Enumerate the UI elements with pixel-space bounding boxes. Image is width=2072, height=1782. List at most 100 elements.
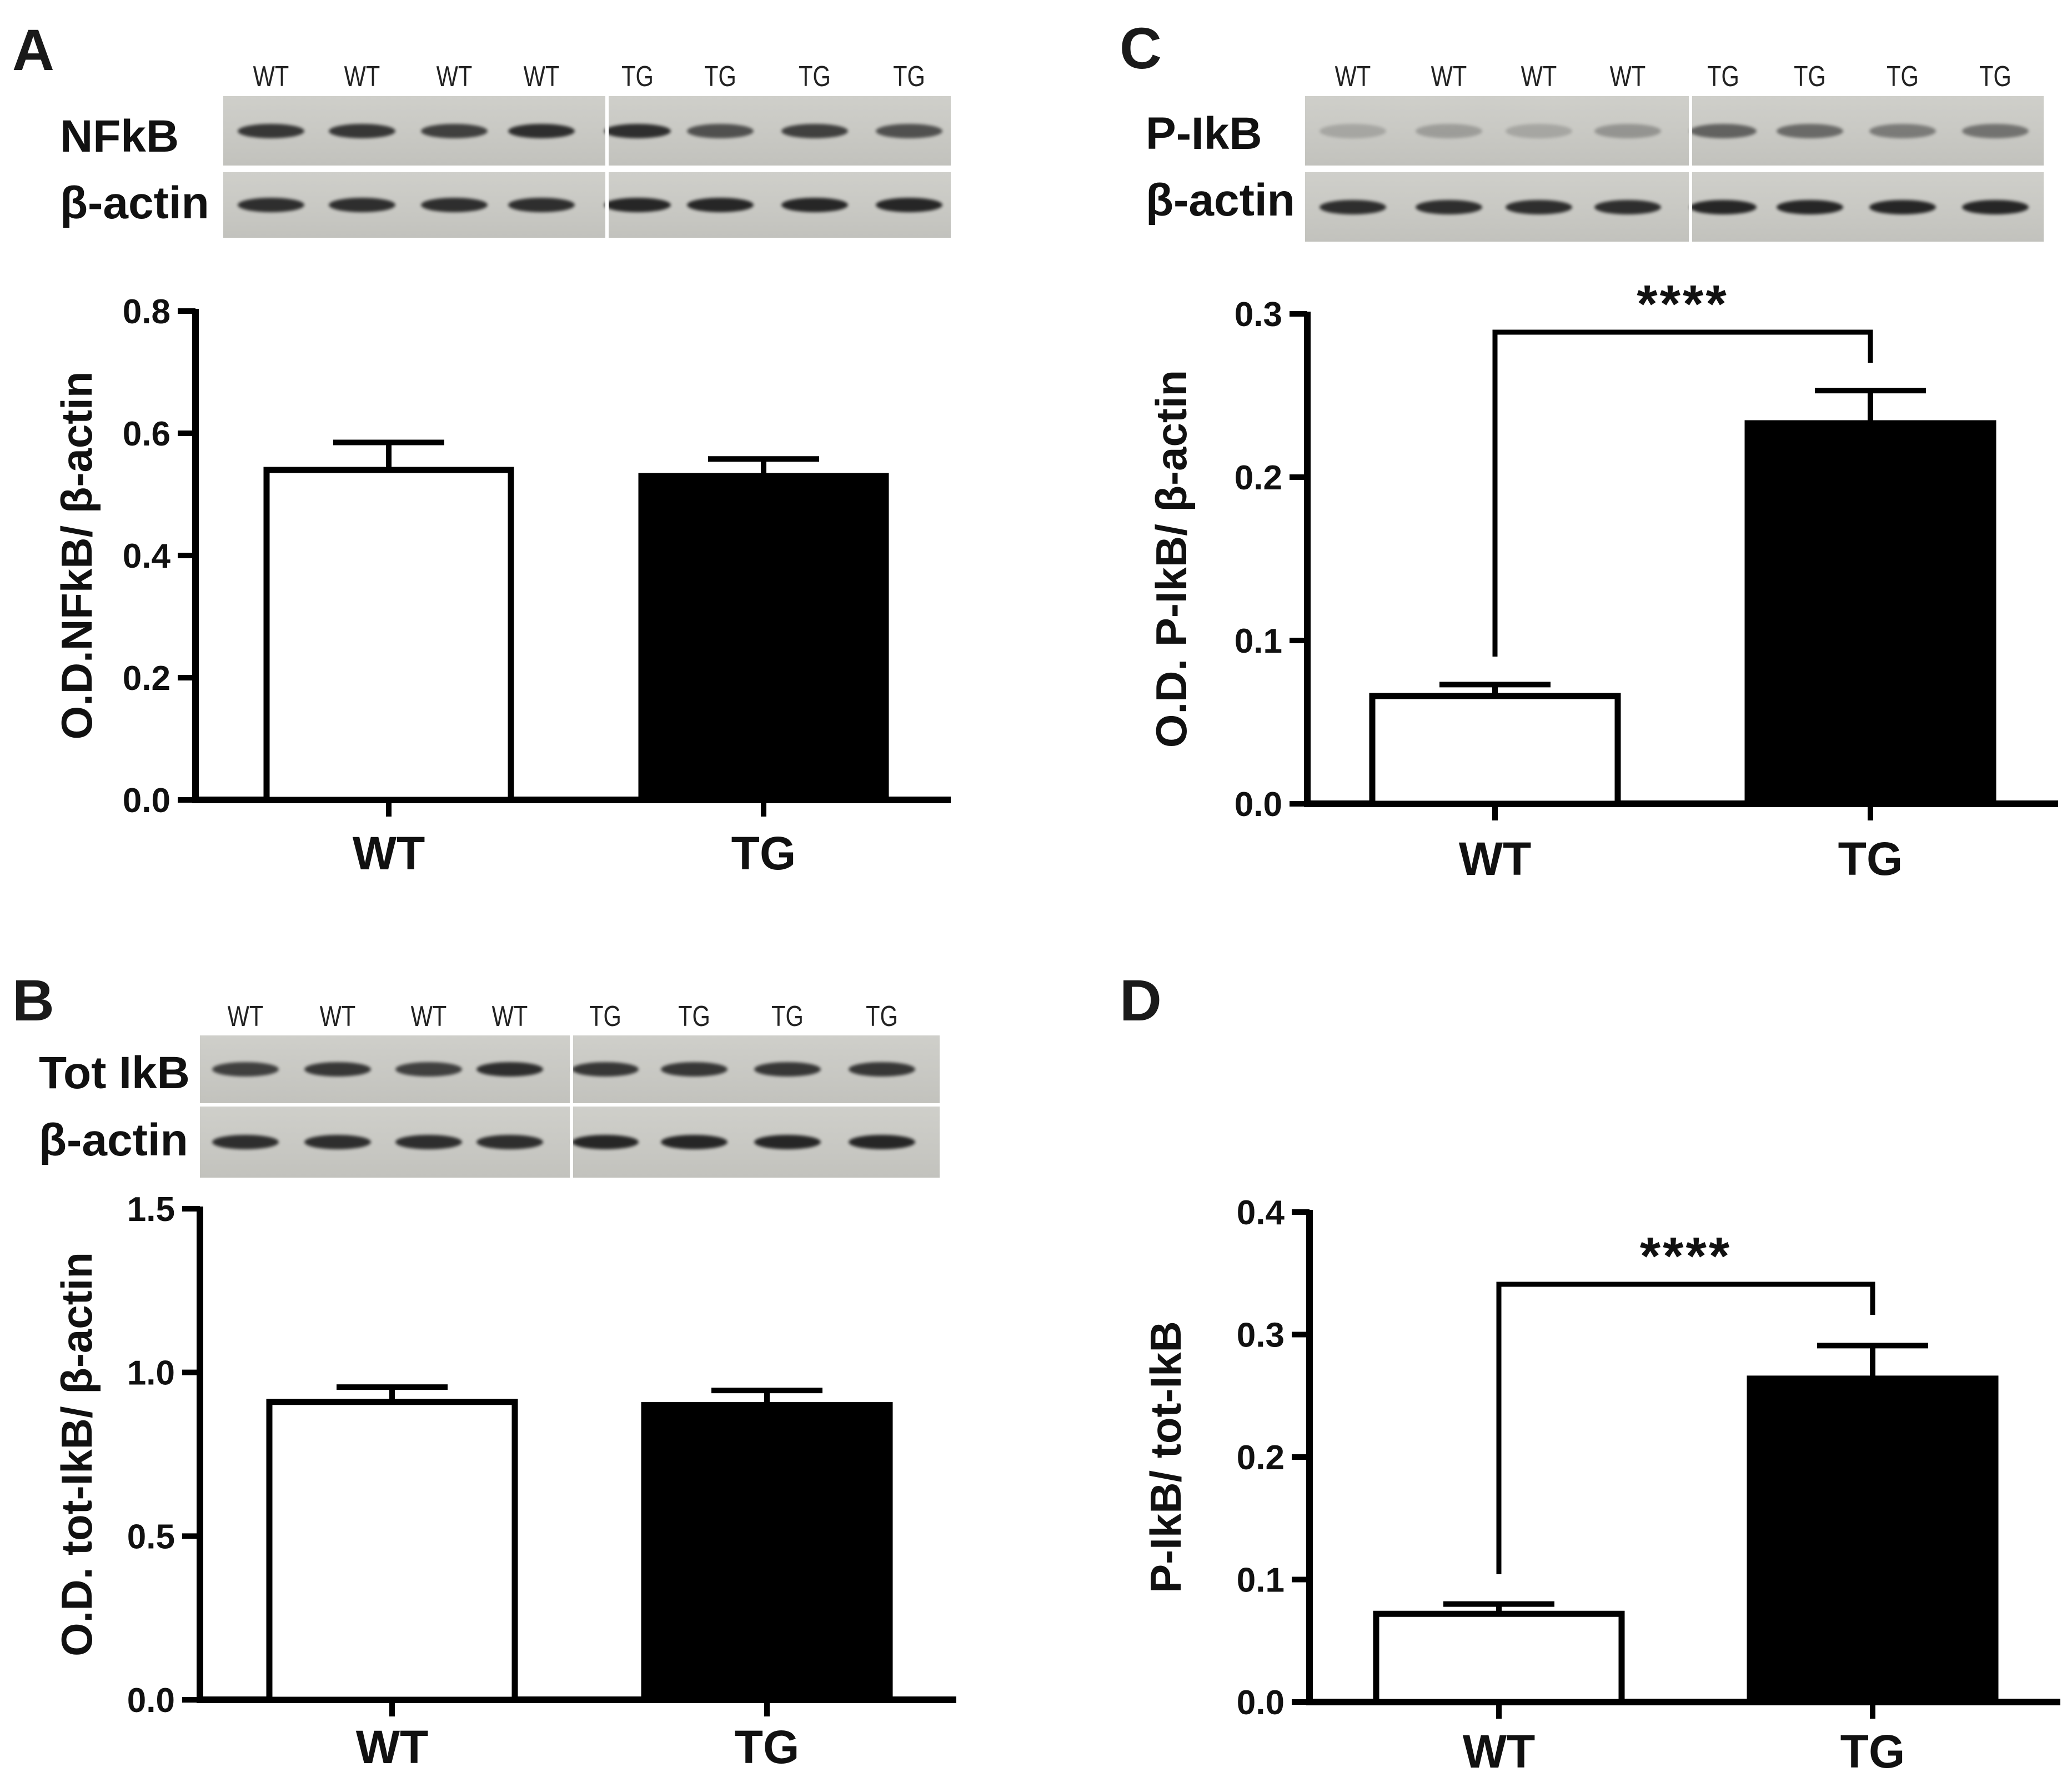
blot-band (604, 123, 671, 138)
lane-label: WT (1521, 61, 1557, 93)
blot-band (876, 123, 942, 138)
panel-c: C WT WT WT WT TG TG TG TG P-IkB β-actin 0.0 0.1 0.2… (1036, 0, 2072, 891)
blot-row-label: P-IkB (1146, 108, 1262, 159)
y-tick-label: 0.2 (1237, 1439, 1285, 1477)
blot-band (304, 1135, 371, 1149)
blot-band (1320, 123, 1386, 138)
blot-band (1506, 199, 1572, 214)
blot-band (1777, 199, 1843, 214)
blot-band (1594, 123, 1661, 138)
y-tick-label: 0.4 (1237, 1194, 1285, 1232)
x-tick-label: WT (356, 1721, 429, 1773)
lane-label: WT (1431, 61, 1467, 93)
y-tick-label: 0.3 (1237, 1317, 1285, 1355)
lane-label: WT (253, 61, 289, 93)
significance-bracket (1492, 329, 1873, 657)
bar-tg (641, 1402, 893, 1703)
bar-chart: 0.0 0.2 0.4 0.6 0.8 O.D.NFkB/ β-actin WT TG (52, 293, 951, 879)
y-axis-label: O.D. tot-IkB/ β-actin (52, 1252, 101, 1656)
bar-wt (1369, 693, 1621, 807)
x-tick-label: WT (353, 827, 425, 879)
blot-band (1416, 123, 1482, 138)
blot-band (604, 198, 671, 212)
panel-d: D 0.0 0.1 0.2 0.3 0.4 P-IkB/ tot-IkB WT TG **** (1036, 891, 2072, 1782)
blot-strip (223, 172, 951, 238)
x-tick-label: TG (1840, 1725, 1905, 1778)
blot-separator (1689, 172, 1692, 242)
y-tick-label: 0.0 (123, 782, 170, 820)
lane-label: WT (227, 1000, 264, 1033)
x-tick-label: WT (1459, 833, 1532, 885)
bar-chart: 0.0 0.5 1.0 1.5 O.D. tot-IkB/ β-actin WT TG (52, 1190, 956, 1773)
blot-separator (1689, 96, 1692, 166)
blot-band (687, 123, 754, 138)
bar-tg (1744, 420, 1996, 807)
blot-band (754, 1062, 821, 1077)
blot-separator (570, 1107, 573, 1178)
blot-band (238, 123, 304, 138)
blot-band (212, 1135, 279, 1149)
y-tick-label: 0.6 (123, 415, 170, 453)
bar-tg (1747, 1375, 1999, 1705)
lane-label: WT (319, 1000, 356, 1033)
x-tick-label: TG (735, 1721, 800, 1773)
blot-band (661, 1062, 728, 1077)
blot-strip (1305, 172, 2044, 242)
lane-label: TG (893, 61, 925, 93)
significance-stars: **** (1640, 1227, 1732, 1286)
blot-band (572, 1062, 639, 1077)
blot-band (1416, 199, 1482, 214)
blot-band (876, 198, 942, 212)
y-tick-label: 0.1 (1235, 622, 1282, 660)
blot-band (572, 1135, 639, 1149)
blot-band (1962, 199, 2029, 214)
lane-label: TG (1794, 61, 1826, 93)
lane-label: TG (589, 1000, 621, 1033)
blot-row-label: β-actin (1146, 175, 1295, 226)
y-tick-label: 0.5 (127, 1518, 175, 1556)
panel-letter: D (1120, 968, 1162, 1033)
blot-band (508, 198, 575, 212)
lane-label: TG (1887, 61, 1919, 93)
y-tick-label: 0.1 (1237, 1561, 1285, 1600)
bar-chart: 0.0 0.1 0.2 0.3 0.4 P-IkB/ tot-IkB WT TG **** (1141, 1194, 2060, 1778)
blot-band (781, 198, 848, 212)
y-tick-label: 1.0 (127, 1354, 175, 1393)
blot-band (754, 1135, 821, 1149)
blot-band (304, 1062, 371, 1077)
y-tick-label: 1.5 (127, 1190, 175, 1229)
blot-band (476, 1062, 543, 1077)
lane-label: WT (523, 61, 560, 93)
bar-tg (638, 473, 889, 803)
blot-separator (605, 172, 609, 238)
significance-bracket (1496, 1282, 1875, 1574)
lane-label: WT (436, 61, 473, 93)
blot-band (508, 123, 575, 138)
blot-row-label: NFkB (60, 111, 179, 162)
blot-band (421, 123, 488, 138)
blot-band (212, 1062, 279, 1077)
blot-row-label: Tot IkB (39, 1048, 190, 1098)
lane-label: WT (1609, 61, 1646, 93)
blot-strip (200, 1035, 940, 1103)
blot-separator (570, 1035, 573, 1103)
blot-band (687, 198, 754, 212)
x-tick-label: WT (1463, 1725, 1536, 1778)
blot-band (1506, 123, 1572, 138)
blot-row-label: β-actin (60, 178, 209, 228)
x-tick-label: TG (1838, 833, 1903, 885)
lane-label: TG (771, 1000, 804, 1033)
lane-label: TG (866, 1000, 898, 1033)
blot-strip (223, 96, 951, 166)
lane-label: TG (678, 1000, 710, 1033)
blot-band (1869, 123, 1936, 138)
blot-band (329, 198, 395, 212)
y-axis-label: O.D.NFkB/ β-actin (52, 372, 101, 740)
x-tick-label: TG (731, 827, 796, 879)
y-tick-label: 0.3 (1235, 296, 1282, 334)
blot-band (395, 1062, 462, 1077)
lane-label: WT (491, 1000, 528, 1033)
blot-band (395, 1135, 462, 1149)
blot-band (661, 1135, 728, 1149)
panel-a: A WT WT WT WT TG TG TG TG NFkB β-actin 0.0 0.2 0.4 0… (0, 0, 1036, 891)
